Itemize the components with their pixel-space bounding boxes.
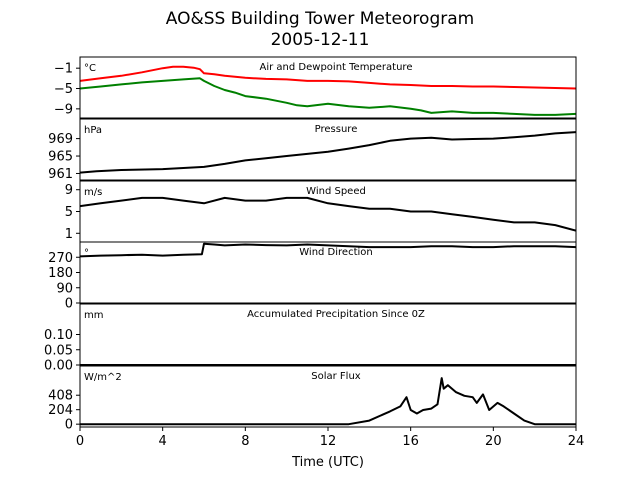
y-tick-label-pressure-1: 965: [48, 150, 73, 165]
y-tick-label-wind_direction-3: 270: [48, 251, 73, 266]
y-tick-label-solar_flux-1: 204: [48, 403, 73, 418]
chart-title: AO&SS Building Tower Meteorogram: [166, 9, 474, 29]
y-tick-label-precipitation-2: 0.10: [44, 328, 73, 343]
series-line-wind_speed-0: [80, 196, 576, 232]
y-tick-label-wind_direction-2: 180: [48, 266, 73, 281]
y-tick-label-temperature-0: −1: [54, 62, 73, 77]
y-tick-label-wind_speed-0: 1: [65, 227, 73, 242]
panel-title-wind_direction: Wind Direction: [299, 247, 373, 258]
y-tick-label-solar_flux-2: 408: [48, 389, 73, 404]
panel-title-temperature: Air and Dewpoint Temperature: [260, 62, 413, 73]
x-tick-label-5: 20: [485, 434, 502, 449]
panel-precipitation: 0.000.050.10 mm Accumulated Precipitation …: [44, 303, 577, 374]
panel-frame-pressure: [79, 118, 577, 181]
chart-subtitle: 2005-12-11: [271, 30, 370, 50]
panel-title-solar_flux: Solar Flux: [311, 371, 361, 382]
y-tick-label-precipitation-0: 0.00: [44, 359, 73, 374]
y-tick-label-wind_speed-2: 9: [65, 183, 73, 198]
y-tick-label-pressure-0: 961: [48, 167, 73, 182]
y-tick-label-pressure-2: 969: [48, 132, 73, 147]
unit-label-precipitation: mm: [84, 310, 103, 321]
panel-title-pressure: Pressure: [315, 124, 358, 135]
y-tick-label-temperature-1: −5: [54, 82, 73, 97]
unit-label-temperature: °C: [84, 63, 96, 74]
panel-temperature: −1 −5 −9 °C Air and Dewpoint Temperature: [54, 56, 577, 119]
series-line-temperature-1: [80, 77, 576, 116]
x-tick-label-6: 24: [568, 434, 585, 449]
unit-label-solar_flux: W/m^2: [84, 372, 122, 383]
panel-pressure: 961 965 969 hPa Pressure: [48, 118, 577, 182]
x-tick-label-3: 12: [320, 434, 337, 449]
y-tick-label-wind_direction-1: 90: [56, 281, 73, 296]
y-tick-label-wind_direction-0: 0: [65, 297, 73, 312]
y-tick-label-solar_flux-0: 0: [65, 418, 73, 433]
x-tick-label-2: 8: [241, 434, 249, 449]
x-tick-label-4: 16: [402, 434, 419, 449]
y-tick-label-wind_speed-1: 5: [65, 205, 73, 220]
y-tick-label-precipitation-1: 0.05: [44, 343, 73, 358]
unit-label-pressure: hPa: [84, 125, 102, 136]
y-tick-label-temperature-2: −9: [54, 102, 73, 117]
x-tick-label-1: 4: [159, 434, 167, 449]
unit-label-wind_speed: m/s: [84, 187, 102, 198]
panel-frame-temperature: [79, 56, 577, 119]
x-axis-title: Time (UTC): [291, 455, 364, 470]
panel-title-precipitation: Accumulated Precipitation Since 0Z: [247, 309, 425, 320]
panel-wind_speed: 1 5 9 m/s Wind Speed: [65, 180, 577, 243]
x-tick-label-0: 0: [76, 434, 84, 449]
series-line-temperature-0: [80, 65, 576, 90]
series-line-pressure-0: [80, 131, 576, 174]
series-line-solar_flux-0: [80, 377, 576, 426]
panels-group: −1−5−9°C Air and Dewpoint Temperature9619…: [44, 56, 585, 449]
panel-title-wind_speed: Wind Speed: [306, 186, 366, 197]
unit-label-wind_direction: °: [84, 248, 89, 259]
series-line-wind_direction-0: [80, 242, 576, 258]
